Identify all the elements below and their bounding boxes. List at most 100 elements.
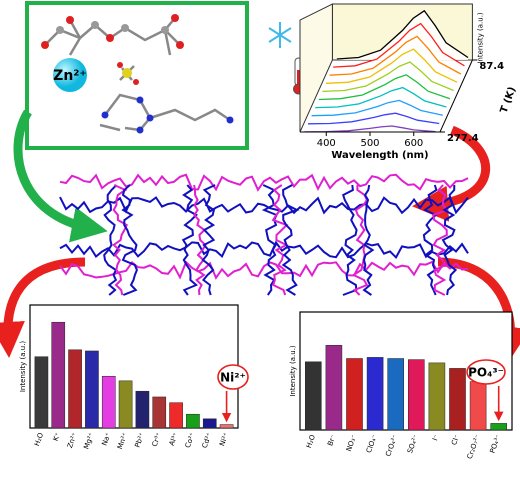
curve-fill [307, 113, 440, 124]
spectrum-line [329, 35, 462, 76]
bar [51, 321, 66, 429]
x-tick-label: H₂O [305, 433, 317, 449]
x-tick-label: Co²⁺ [184, 431, 197, 449]
annotation: PO₄³⁻ [468, 366, 504, 380]
annotation: Ni²⁺ [220, 371, 246, 385]
x-tick-label: CrO₄²⁻ [384, 433, 399, 457]
bar [186, 413, 200, 429]
pillar [362, 184, 375, 296]
z-tick-label: 277.4 [447, 133, 479, 144]
crystal-structure [59, 173, 469, 296]
z-tick-label: 87.4 [479, 61, 504, 72]
x-tick-label: 400 [317, 138, 336, 149]
arrow [0, 257, 86, 358]
chain [59, 240, 469, 260]
z-axis-title: T (K) [499, 86, 519, 115]
pillar [281, 184, 300, 296]
bar [490, 423, 507, 431]
bar [428, 362, 446, 431]
annotation-circle [466, 359, 506, 385]
bar [85, 350, 99, 429]
x-tick-label: Cr₂O₇²⁻ [466, 433, 482, 460]
bar [366, 357, 384, 431]
bar [408, 359, 425, 431]
spectrum-line [336, 9, 469, 60]
bar [135, 390, 150, 429]
y-axis-title: Intensity (a.u.) [289, 345, 297, 397]
pillar [201, 184, 216, 296]
x-tick-label: I⁻ [431, 433, 441, 441]
atoms [41, 14, 234, 134]
pillar [341, 184, 358, 296]
pillar [431, 184, 449, 296]
pillar [351, 185, 369, 296]
bar [68, 349, 82, 429]
x-tick-label: ClO₄⁻ [365, 433, 379, 454]
snowflake-icon [268, 22, 292, 48]
spectrum-line [311, 99, 443, 117]
bar [387, 358, 404, 431]
pillar [181, 184, 199, 296]
x-tick-label: SO₄²⁻ [406, 433, 420, 454]
side-wall [299, 3, 333, 133]
bar [152, 396, 167, 429]
chain [59, 260, 469, 280]
x-tick-label: Ni²⁺ [218, 431, 230, 447]
ion-label: Zn²⁺ [53, 68, 87, 84]
x-tick-label: Pb²⁺ [133, 431, 146, 448]
bar [219, 424, 234, 429]
y-axis-title: Intensity (a.u.) [19, 341, 27, 393]
pillar [121, 184, 138, 296]
x-tick-label: Cd²⁺ [201, 431, 214, 449]
bar [118, 380, 133, 429]
spectrum-line [307, 112, 440, 125]
bar [202, 418, 217, 429]
x-tick-label: 500 [360, 138, 379, 149]
spectrum-line [318, 74, 451, 101]
pillar [193, 184, 207, 296]
z-axis [439, 59, 473, 133]
bar [169, 402, 183, 429]
x-axis-title: Wavelength (nm) [331, 150, 428, 161]
pillar [422, 184, 438, 296]
x-tick-label: Mg²⁺ [82, 431, 95, 450]
x-tick-label: Mn²⁺ [116, 431, 129, 450]
arrow [13, 109, 108, 243]
spectrum-line [315, 86, 447, 109]
x-tick-label: H₂O [33, 431, 45, 447]
x-tick-label: Na⁺ [100, 431, 112, 446]
pillar [441, 184, 458, 296]
spectrum-line [322, 61, 454, 93]
x-tick-label: Zn²⁺ [66, 431, 79, 449]
annotation-circle [217, 364, 249, 390]
x-tick-label: K⁺ [52, 431, 62, 442]
bar [449, 368, 466, 431]
x-tick-label: Cl⁻ [450, 433, 461, 446]
pillar [112, 184, 128, 296]
x-tick-label: NO₃⁻ [345, 433, 359, 452]
bar [346, 358, 363, 431]
x-tick-label: Br⁻ [326, 433, 338, 447]
pillar [261, 184, 278, 296]
x-tick-label: Al³⁺ [168, 431, 180, 446]
spectrum-line [325, 48, 458, 84]
pillar [271, 184, 289, 296]
bar [101, 376, 116, 429]
bar [325, 345, 343, 431]
curve-fill [318, 74, 451, 100]
bar [34, 356, 49, 429]
x-tick-label: PO₄³⁻ [488, 433, 502, 454]
bar [305, 361, 322, 431]
x-tick-label: 600 [404, 138, 423, 149]
bar [469, 381, 487, 431]
curve-fill [315, 87, 447, 108]
pillar [103, 184, 118, 296]
y-axis-title: Intensity (a.u.) [476, 12, 484, 64]
x-tick-label: Cr³⁺ [151, 431, 164, 447]
zn-ion [53, 58, 87, 92]
spectrum-line [333, 22, 465, 68]
curve-fill [311, 100, 443, 116]
spectrum-line [304, 125, 436, 133]
